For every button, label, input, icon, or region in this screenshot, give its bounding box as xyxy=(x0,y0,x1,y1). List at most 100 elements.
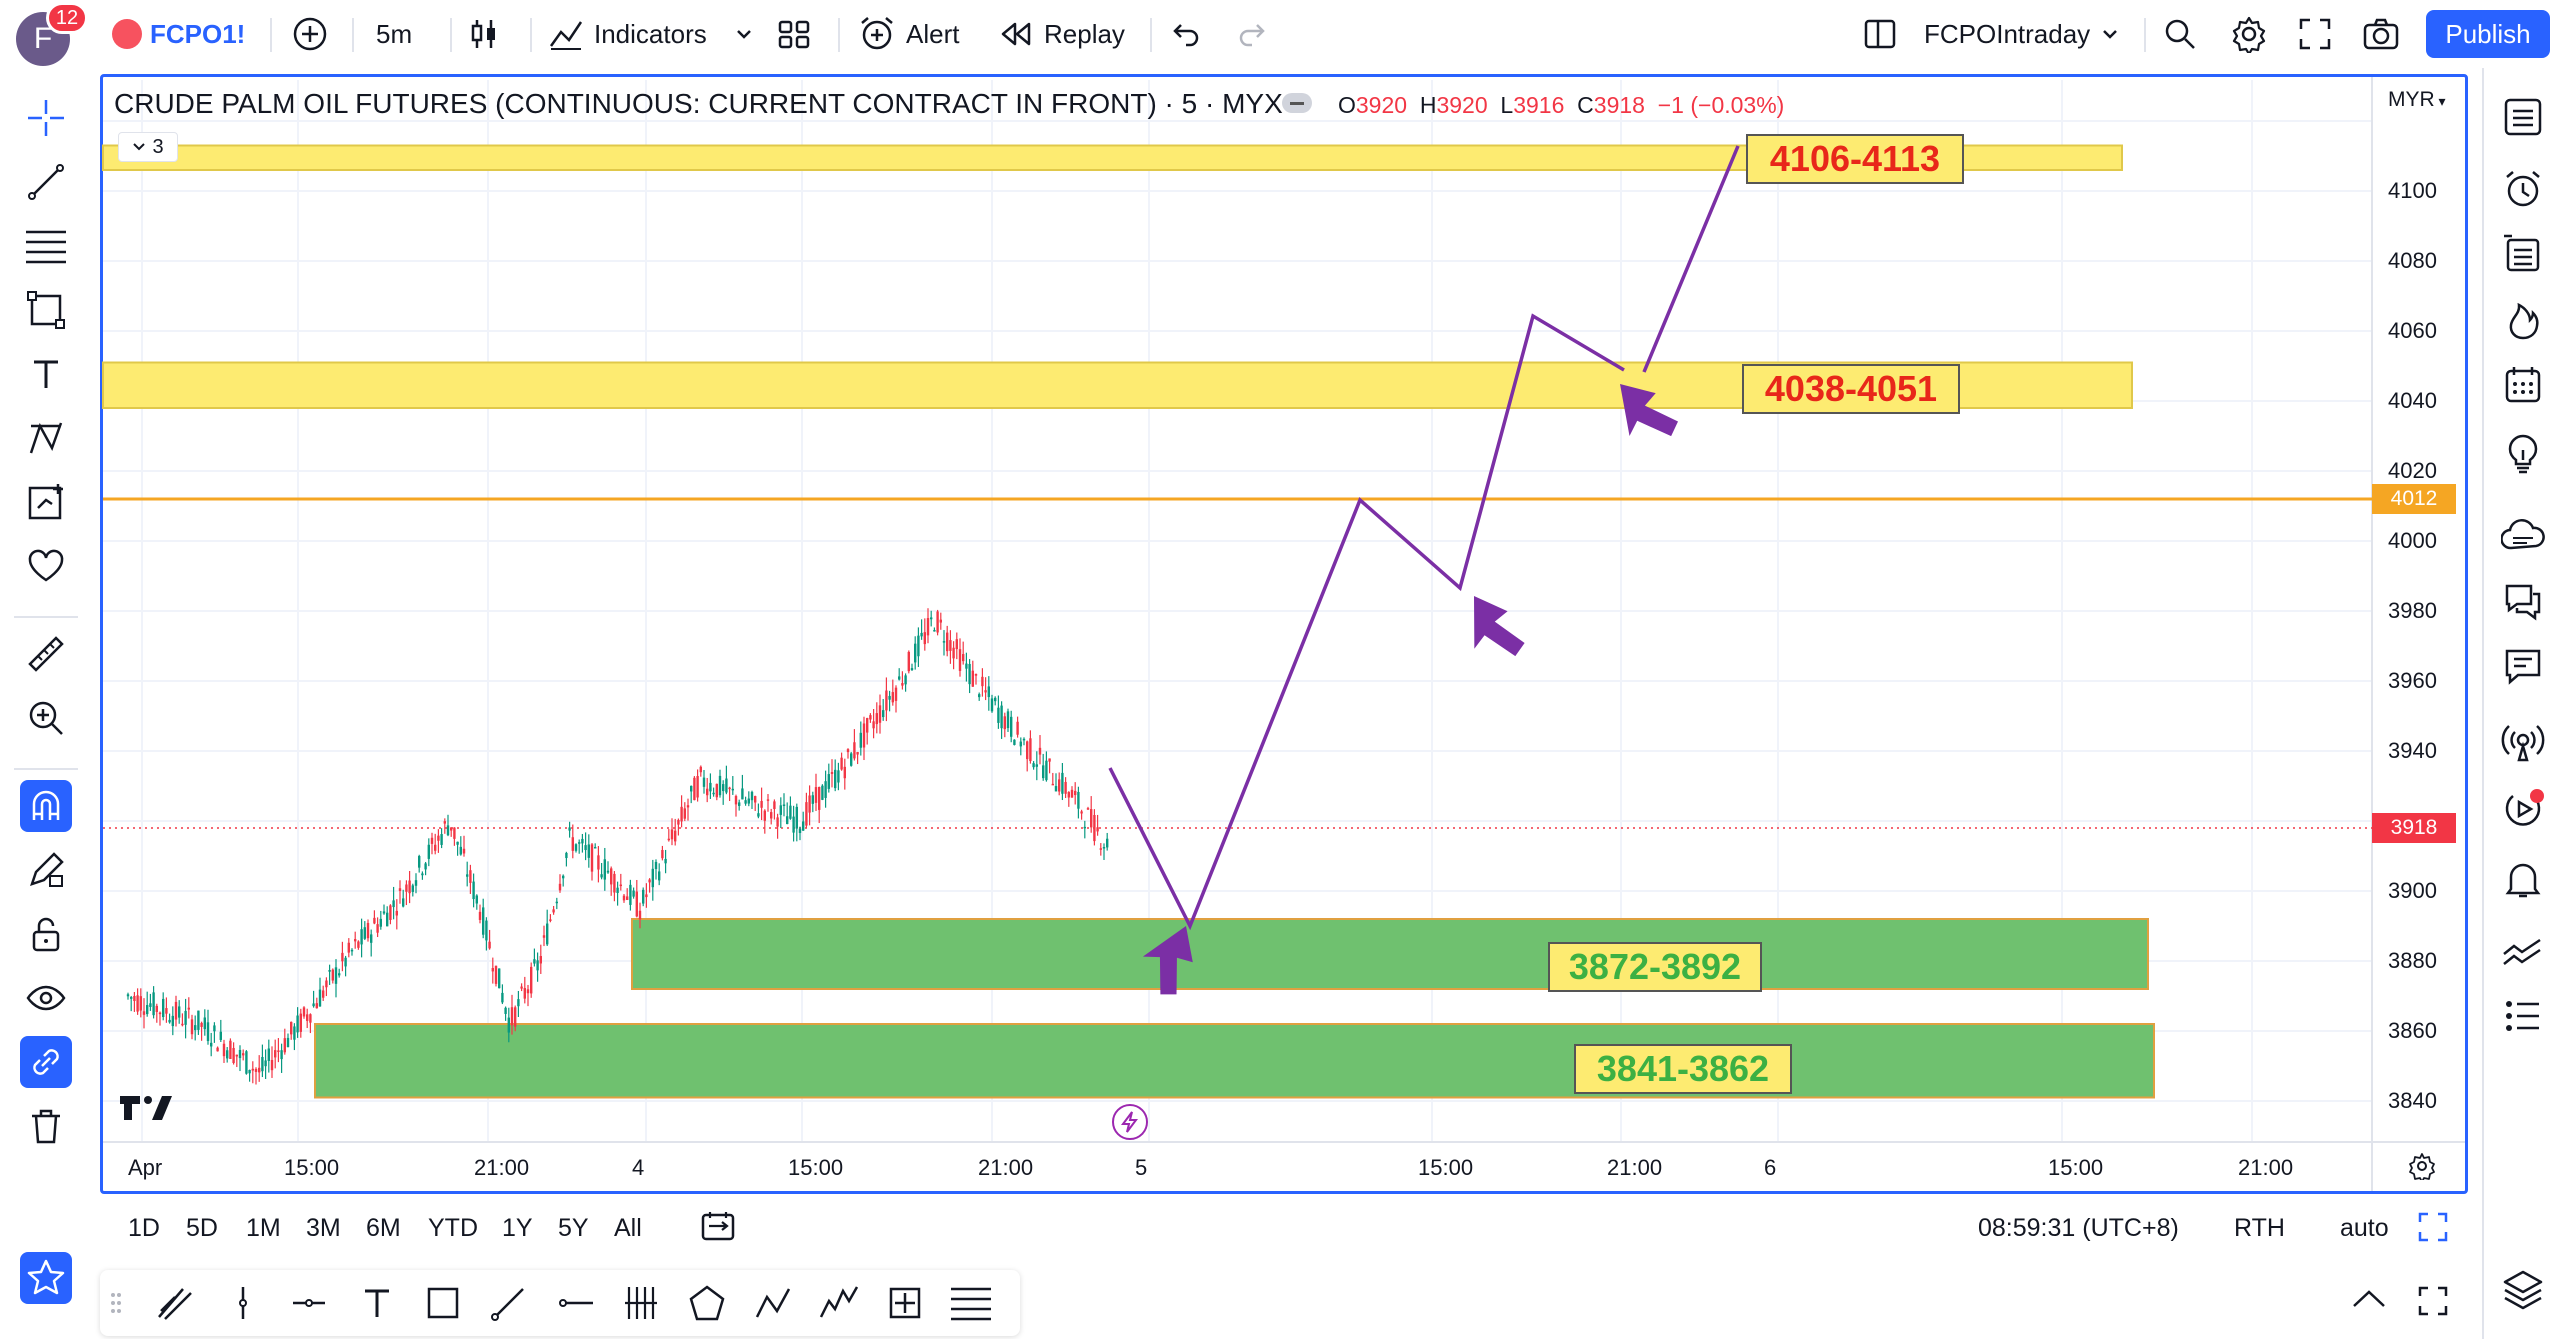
zone-label[interactable]: 4038-4051 xyxy=(1742,364,1960,414)
range-button[interactable]: All xyxy=(614,1214,642,1242)
vertical-line-tool[interactable] xyxy=(220,1280,266,1326)
fib-tool[interactable] xyxy=(948,1280,994,1326)
events-marker[interactable] xyxy=(1112,1104,1148,1140)
shape-tool[interactable] xyxy=(20,284,72,336)
ohlc-values: O3920 H3920 L3916 C3918 −1 (−0.03%) xyxy=(1338,92,1784,119)
text-draw-tool[interactable] xyxy=(354,1280,400,1326)
calendar-button[interactable] xyxy=(2496,358,2550,412)
favorites-toolbar-button[interactable] xyxy=(20,1252,72,1304)
forecast-tool[interactable] xyxy=(20,476,72,528)
interval-button[interactable]: 5m xyxy=(376,0,412,68)
range-button[interactable]: YTD xyxy=(428,1214,478,1242)
range-button[interactable]: 5D xyxy=(186,1214,218,1242)
pattern-tool[interactable] xyxy=(20,412,72,464)
fib-retracement-tool[interactable] xyxy=(20,220,72,272)
redo-button[interactable] xyxy=(1236,0,1270,68)
sync-drawings-button[interactable] xyxy=(20,1036,72,1088)
zone-label[interactable]: 4106-4113 xyxy=(1746,134,1964,184)
multi-line-tool[interactable] xyxy=(152,1280,198,1326)
replay-button[interactable]: Replay xyxy=(998,0,1125,68)
settings-button[interactable] xyxy=(2230,0,2268,68)
ideas-button[interactable] xyxy=(2496,426,2550,480)
layout-templates-button[interactable] xyxy=(776,0,812,68)
layers-icon xyxy=(2503,1270,2543,1310)
compare-symbol-button[interactable] xyxy=(292,0,328,68)
range-button[interactable]: 1D xyxy=(128,1214,160,1242)
wave-pattern-icon xyxy=(819,1286,859,1318)
range-button[interactable]: 1Y xyxy=(502,1214,533,1242)
clock-label[interactable]: 08:59:31 (UTC+8) xyxy=(1978,1214,2179,1242)
axis-settings-button[interactable] xyxy=(2408,1152,2436,1185)
trend-line-tool[interactable] xyxy=(20,156,72,208)
indicators-collapse-button[interactable]: 3 xyxy=(118,132,178,162)
go-to-date-button[interactable] xyxy=(700,1210,736,1247)
trading-panel-button[interactable] xyxy=(2496,926,2550,980)
magnet-mode-button[interactable] xyxy=(20,780,72,832)
range-button[interactable]: 5Y xyxy=(558,1214,589,1242)
chart-pane[interactable] xyxy=(100,74,2468,1194)
price-axis-label: 3840 xyxy=(2388,1088,2437,1113)
abcd-pattern-tool[interactable] xyxy=(750,1280,796,1326)
polygon-tool[interactable] xyxy=(684,1280,730,1326)
tradingview-logo[interactable] xyxy=(118,1090,174,1131)
horizontal-line-tool[interactable] xyxy=(286,1280,332,1326)
session-button[interactable]: RTH xyxy=(2234,1214,2285,1242)
auto-scale-button[interactable]: auto xyxy=(2340,1214,2389,1242)
streams-button[interactable] xyxy=(2496,714,2550,768)
hotlists-button[interactable] xyxy=(2496,294,2550,348)
price-range-tool[interactable] xyxy=(882,1280,928,1326)
range-button[interactable]: 6M xyxy=(366,1214,401,1242)
layout-toggle-button[interactable] xyxy=(1862,0,1898,68)
range-button[interactable]: 1M xyxy=(246,1214,281,1242)
currency-button[interactable]: MYR ▾ xyxy=(2388,88,2446,111)
lock-drawings-button[interactable] xyxy=(20,908,72,960)
indicators-button[interactable]: Indicators xyxy=(548,0,707,68)
layout-name-button[interactable]: FCPOIntraday xyxy=(1924,0,2120,68)
indicators-dropdown[interactable] xyxy=(734,0,754,68)
publish-button[interactable]: Publish xyxy=(2426,10,2550,58)
drag-handle[interactable] xyxy=(110,1292,122,1319)
hide-drawings-button[interactable] xyxy=(20,972,72,1024)
parallel-channel-tool[interactable] xyxy=(618,1280,664,1326)
snapshot-button[interactable] xyxy=(2362,0,2400,68)
dom-button[interactable] xyxy=(2496,990,2550,1044)
maximize-panel-button[interactable] xyxy=(2418,1286,2448,1321)
symbol-search-button[interactable]: FCPO1! xyxy=(112,0,245,68)
horizontal-ray-tool[interactable] xyxy=(552,1280,598,1326)
favorites-tool[interactable] xyxy=(20,540,72,592)
ray-tool[interactable] xyxy=(486,1280,532,1326)
notifications-button[interactable] xyxy=(2496,852,2550,906)
minds-button[interactable] xyxy=(2496,512,2550,566)
chart-type-button[interactable] xyxy=(466,0,502,68)
close-key: C xyxy=(1577,92,1594,118)
stay-in-drawing-mode-button[interactable] xyxy=(20,844,72,896)
legend-toggle[interactable] xyxy=(1282,93,1312,113)
chevron-up-icon xyxy=(2353,1290,2385,1307)
watchlist-button[interactable] xyxy=(2496,90,2550,144)
search-button[interactable] xyxy=(2162,0,2198,68)
rectangle-draw-tool[interactable] xyxy=(420,1280,466,1326)
zoom-tool[interactable] xyxy=(20,692,72,744)
elliott-wave-tool[interactable] xyxy=(816,1280,862,1326)
divider xyxy=(14,768,78,770)
replay-trading-button[interactable] xyxy=(2496,782,2550,836)
measure-tool[interactable] xyxy=(20,628,72,680)
zone-label[interactable]: 3841-3862 xyxy=(1574,1044,1792,1094)
undo-button[interactable] xyxy=(1168,0,1202,68)
time-axis-label: Apr xyxy=(128,1155,163,1180)
open-key: O xyxy=(1338,92,1356,118)
notes-button[interactable] xyxy=(2496,640,2550,694)
object-tree-button[interactable] xyxy=(2496,226,2550,280)
range-button[interactable]: 3M xyxy=(306,1214,341,1242)
crosshair-tool[interactable] xyxy=(20,92,72,144)
zone-label[interactable]: 3872-3892 xyxy=(1548,942,1762,992)
alert-button[interactable]: Alert xyxy=(858,0,959,68)
maximize-pane-button[interactable] xyxy=(2418,1212,2448,1247)
remove-drawings-button[interactable] xyxy=(20,1100,72,1152)
chats-button[interactable] xyxy=(2496,574,2550,628)
fullscreen-button[interactable] xyxy=(2298,0,2332,68)
layers-button[interactable] xyxy=(2496,1262,2550,1316)
alerts-panel-button[interactable] xyxy=(2496,162,2550,216)
collapse-panel-button[interactable] xyxy=(2350,1286,2388,1317)
text-tool[interactable] xyxy=(20,348,72,400)
